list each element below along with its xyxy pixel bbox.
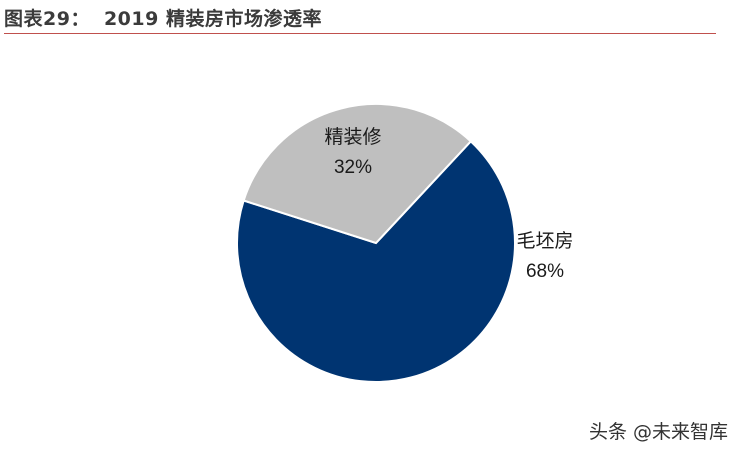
figure-label: 图表29： bbox=[4, 8, 90, 30]
slice-value-label: 68% bbox=[526, 261, 564, 282]
watermark: 头条 @未来智库 bbox=[588, 421, 728, 443]
figure-header: 图表29： 2019 精装房市场渗透率 bbox=[0, 0, 738, 36]
slice-category-label: 精装修 bbox=[324, 126, 381, 148]
pie-labels: 毛坯房 68% 精装修 32% bbox=[324, 126, 573, 282]
chart-title: 2019 精装房市场渗透率 bbox=[103, 8, 322, 30]
page-title: 图表29： 2019 精装房市场渗透率 bbox=[4, 4, 322, 31]
slice-value-label: 32% bbox=[334, 157, 372, 178]
pie-slice-1 bbox=[236, 139, 516, 383]
slice-category-label: 毛坯房 bbox=[516, 230, 573, 252]
title-divider bbox=[4, 33, 716, 34]
pie-slices bbox=[236, 103, 516, 383]
pie-slice-2 bbox=[242, 103, 473, 245]
